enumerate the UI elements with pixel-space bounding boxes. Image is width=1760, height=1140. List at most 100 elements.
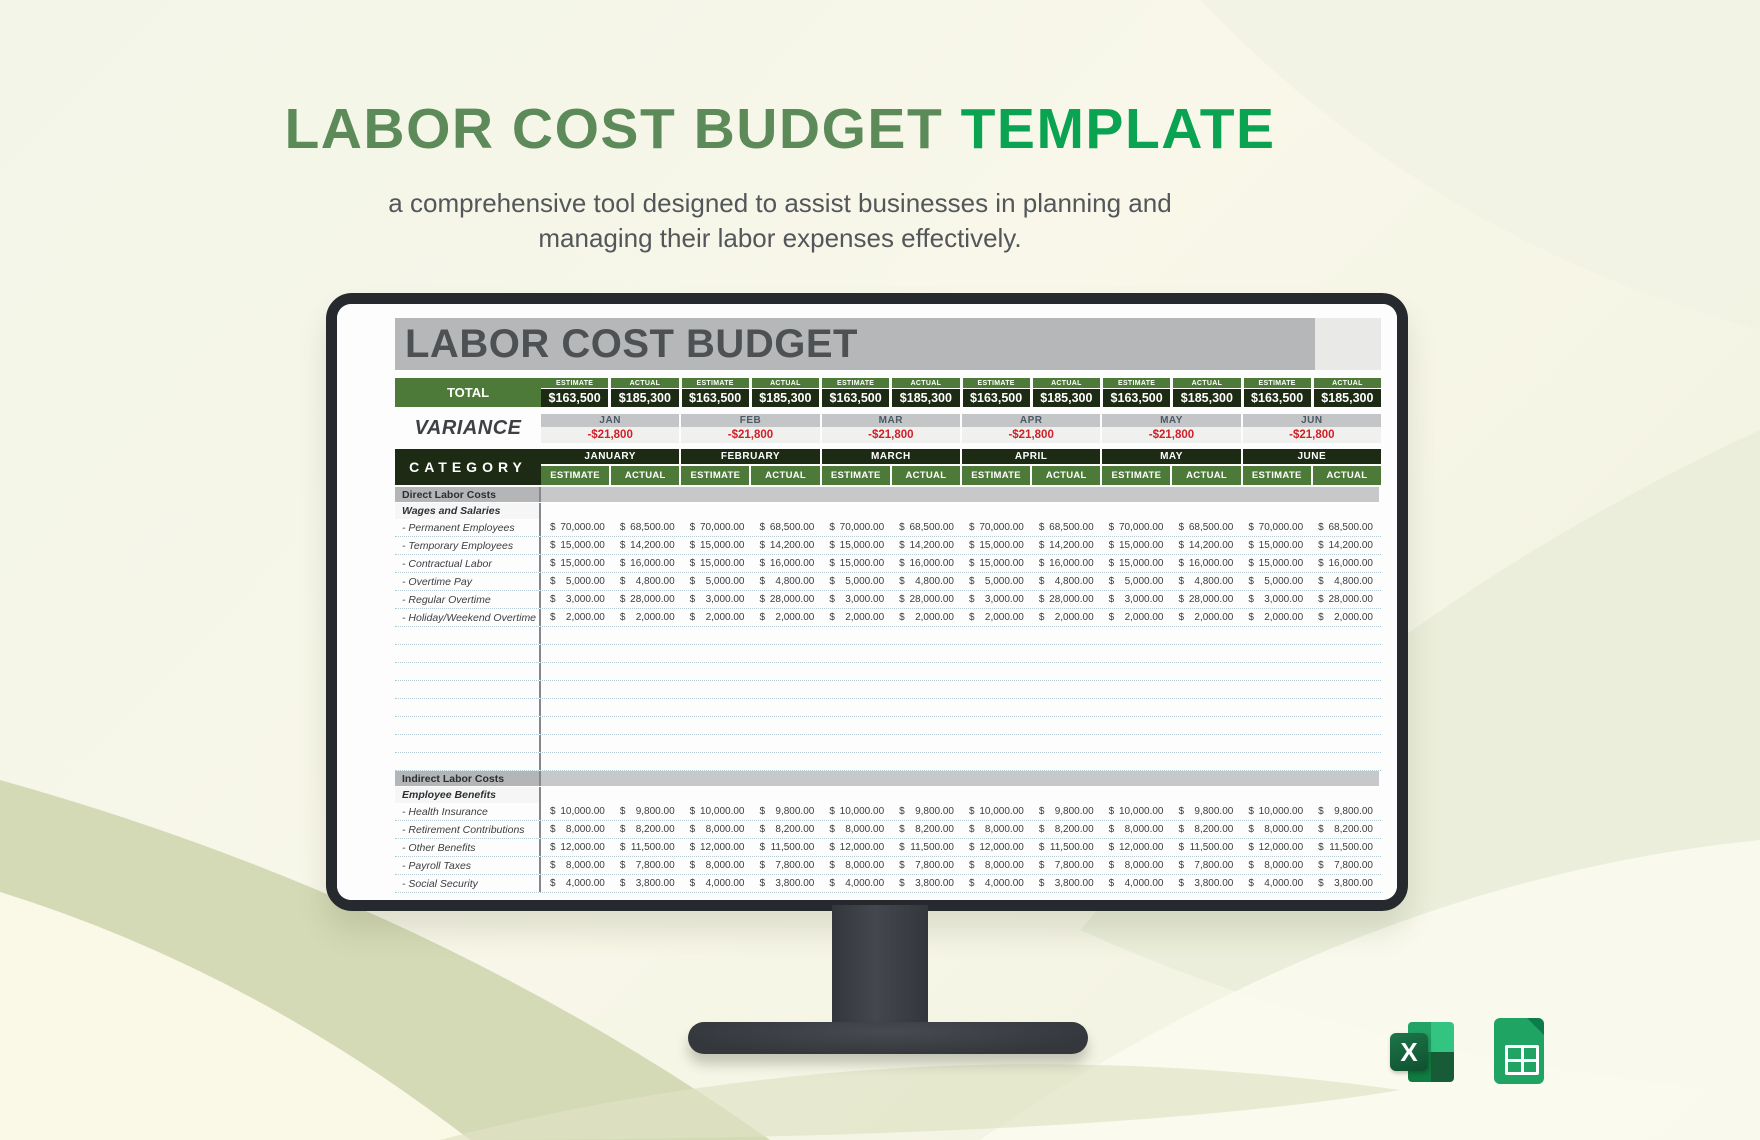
currency-symbol: $ [1038,824,1045,835]
cell-actual: $14,200.00 [611,537,681,554]
cell-amount: 15,000.00 [979,558,1024,569]
currency-symbol: $ [969,558,975,569]
cell-estimate: $15,000.00 [541,555,611,572]
table-row: - Contractual Labor $15,000.00 $16,000.00 $… [395,555,1381,573]
cell-amount: 14,200.00 [1328,540,1374,551]
cell-amount: 2,000.00 [775,612,815,623]
cell-actual: $16,000.00 [1030,555,1100,572]
cell-amount: 28,000.00 [1049,594,1094,605]
google-sheets-icon[interactable] [1494,1018,1544,1084]
cell-estimate: $15,000.00 [1100,555,1170,572]
currency-symbol: $ [899,612,905,623]
excel-icon[interactable]: X [1390,1020,1456,1084]
cell-amount: 5,000.00 [845,576,885,587]
cell-amount: 2,000.00 [915,612,954,623]
currency-symbol: $ [1248,824,1254,835]
total-estimate-value: $163,500 [822,389,890,407]
row-data [541,771,1379,786]
cell-amount: 8,200.00 [635,824,675,835]
currency-symbol: $ [1248,558,1254,569]
estimate-header: ESTIMATE [681,466,750,485]
cell-amount: 2,000.00 [1264,612,1304,623]
total-actual-column: ACTUAL $185,300 [892,378,960,407]
cell-actual: $11,500.00 [1030,839,1100,856]
currency-symbol: $ [759,860,766,871]
row-data [541,717,1379,734]
cell-amount: 5,000.00 [565,576,605,587]
cell-amount: 11,500.00 [910,842,954,853]
variance-value: -$21,800 [541,427,680,443]
cell-amount: 8,000.00 [1264,824,1304,835]
cell-amount: 2,000.00 [845,612,885,623]
row-label [395,699,541,716]
currency-symbol: $ [1108,558,1115,569]
month-header: FEBRUARY [681,449,820,464]
cell-amount: 8,000.00 [984,824,1024,835]
cell-actual: $16,000.00 [890,555,960,572]
estimate-header: ESTIMATE [1242,466,1311,485]
cell-estimate: $4,000.00 [960,875,1030,892]
total-actual-column: ACTUAL $185,300 [611,378,679,407]
currency-symbol: $ [969,806,975,817]
cell-amount: 4,000.00 [984,878,1024,889]
currency-symbol: $ [1108,612,1115,623]
cell-amount: 7,800.00 [775,860,815,871]
currency-symbol: $ [1178,594,1185,605]
monitor-mockup: LABOR COST BUDGET TOTAL ESTIMATE $163,500… [326,293,1408,911]
total-estimate-header: ESTIMATE [962,378,1030,388]
cell-amount: 2,000.00 [1194,612,1234,623]
cell-amount: 7,800.00 [1054,860,1094,871]
table-body: Direct Labor Costs Wages and Salaries - Pe… [395,487,1381,893]
currency-symbol: $ [899,522,905,533]
month-group: MAY ESTIMATE ACTUAL [1102,449,1241,485]
currency-symbol: $ [1038,842,1045,853]
currency-symbol: $ [1248,842,1254,853]
cell-amount: 3,000.00 [1264,594,1304,605]
cell-estimate: $4,000.00 [681,875,751,892]
currency-symbol: $ [619,824,626,835]
row-label [395,735,541,752]
sheets-grid-glyph [1505,1045,1539,1075]
variance-month-label: JAN [541,414,680,427]
total-estimate-header: ESTIMATE [1103,378,1171,388]
cell-actual: $9,800.00 [1309,803,1379,820]
cell-amount: 4,800.00 [1194,576,1234,587]
cell-amount: 15,000.00 [1258,540,1304,551]
total-actual-header: ACTUAL [1032,378,1100,388]
cell-amount: 8,000.00 [1124,860,1164,871]
variance-value: -$21,800 [1102,427,1241,443]
currency-symbol: $ [1108,806,1115,817]
currency-symbol: $ [1178,860,1185,871]
cell-actual: $9,800.00 [1170,803,1240,820]
cell-amount: 3,800.00 [635,878,675,889]
currency-symbol: $ [1318,860,1324,871]
cell-estimate: $5,000.00 [820,573,890,590]
row-data: $8,000.00 $7,800.00 $8,000.00 $7,800.00 $8,0… [541,857,1379,874]
cell-actual: $28,000.00 [890,591,960,608]
row-data [541,663,1379,680]
variance-month-column: JUN -$21,800 [1242,414,1381,443]
table-row: - Other Benefits $12,000.00 $11,500.00 $12,… [395,839,1381,857]
currency-symbol: $ [619,522,626,533]
cell-amount: 3,800.00 [1334,878,1373,889]
cell-amount: 70,000.00 [1119,522,1164,533]
cell-estimate: $5,000.00 [681,573,751,590]
cell-amount: 3,800.00 [1194,878,1234,889]
cell-amount: 15,000.00 [979,540,1024,551]
cell-estimate: $8,000.00 [541,857,611,874]
month-group: FEBRUARY ESTIMATE ACTUAL [681,449,820,485]
cell-amount: 7,800.00 [1334,860,1373,871]
cell-estimate: $12,000.00 [541,839,611,856]
cell-amount: 4,000.00 [705,878,745,889]
cell-amount: 9,800.00 [1194,806,1234,817]
currency-symbol: $ [1248,860,1254,871]
currency-symbol: $ [689,612,696,623]
currency-symbol: $ [899,806,905,817]
cell-estimate: $2,000.00 [541,609,611,626]
cell-actual: $11,500.00 [611,839,681,856]
currency-symbol: $ [619,878,626,889]
cell-amount: 15,000.00 [1119,558,1164,569]
cell-actual: $11,500.00 [890,839,960,856]
currency-symbol: $ [1248,540,1254,551]
total-estimate-column: ESTIMATE $163,500 [1103,378,1171,407]
